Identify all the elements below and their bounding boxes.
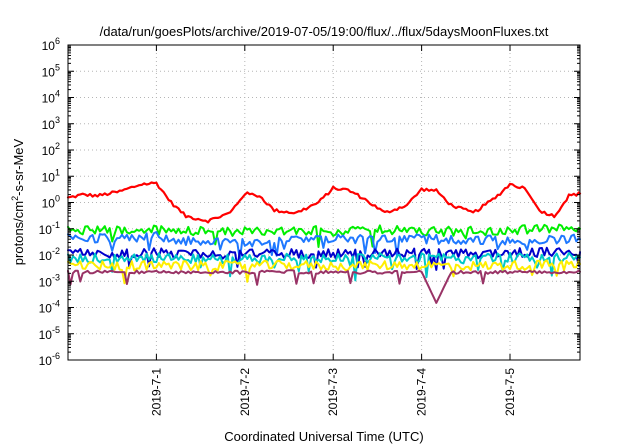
- y-tick-exponent: -5: [52, 325, 60, 335]
- y-tick-base: 10: [39, 275, 53, 289]
- x-tick-label: 2019-7-1: [149, 368, 163, 416]
- y-axis-label-rest: -s-sr-MeV: [11, 138, 26, 195]
- y-tick-base: 10: [42, 65, 56, 79]
- y-tick-label: 105: [42, 62, 60, 79]
- y-tick-label: 10-1: [39, 220, 60, 237]
- x-tick-label: 2019-7-5: [503, 368, 517, 416]
- axis-ticks: [68, 44, 580, 361]
- series-line-2: [67, 223, 581, 248]
- y-tick-exponent: 1: [55, 167, 60, 177]
- x-axis-label: Coordinated Universal Time (UTC): [224, 429, 423, 444]
- y-tick-exponent: -2: [52, 246, 60, 256]
- y-tick-exponent: 6: [55, 36, 60, 46]
- y-tick-label: 10-4: [39, 299, 60, 316]
- y-tick-base: 10: [39, 354, 53, 368]
- y-tick-labels: 10-610-510-410-310-210-11001011021031041…: [39, 36, 60, 368]
- y-tick-exponent: -3: [52, 272, 60, 282]
- y-tick-base: 10: [42, 197, 56, 211]
- y-tick-exponent: 0: [55, 194, 60, 204]
- y-tick-label: 106: [42, 36, 60, 53]
- y-tick-label: 104: [42, 89, 60, 106]
- y-tick-label: 10-3: [39, 272, 60, 289]
- y-tick-base: 10: [42, 170, 56, 184]
- y-tick-exponent: 2: [55, 141, 60, 151]
- y-tick-exponent: 4: [55, 89, 60, 99]
- series-line-1: [66, 181, 582, 224]
- y-tick-base: 10: [42, 144, 56, 158]
- x-tick-label: 2019-7-2: [238, 368, 252, 416]
- series-line-3: [67, 231, 581, 261]
- y-tick-base: 10: [39, 223, 53, 237]
- x-tick-labels: 2019-7-1 2019-7-2 2019-7-3 2019-7-4 2019-7-5: [149, 368, 517, 416]
- y-tick-label: 101: [42, 167, 60, 184]
- grid: [68, 45, 580, 360]
- y-tick-exponent: -6: [52, 351, 60, 361]
- y-tick-base: 10: [39, 249, 53, 263]
- series-line-4: [67, 246, 581, 271]
- y-tick-exponent: -1: [52, 220, 60, 230]
- y-tick-label: 10-2: [39, 246, 60, 263]
- y-tick-exponent: 3: [55, 115, 60, 125]
- y-tick-base: 10: [42, 92, 56, 106]
- y-tick-base: 10: [39, 328, 53, 342]
- series-line-7: [67, 269, 581, 304]
- y-tick-base: 10: [42, 118, 56, 132]
- y-tick-exponent: 5: [55, 62, 60, 72]
- y-axis-label-sup: 2: [10, 196, 20, 201]
- series-lines: [66, 181, 582, 304]
- y-tick-label: 102: [42, 141, 60, 158]
- chart-title: /data/run/goesPlots/archive/2019-07-05/1…: [100, 24, 549, 39]
- y-tick-label: 103: [42, 115, 60, 132]
- x-tick-label: 2019-7-4: [415, 368, 429, 416]
- y-tick-label: 100: [42, 194, 60, 211]
- x-tick-label: 2019-7-3: [326, 368, 340, 416]
- y-tick-label: 10-6: [39, 351, 60, 368]
- y-axis-label-base: protons/cm: [11, 201, 26, 265]
- y-tick-exponent: -4: [52, 299, 60, 309]
- y-tick-base: 10: [39, 302, 53, 316]
- y-tick-label: 10-5: [39, 325, 60, 342]
- y-axis-label: protons/cm2-s-sr-MeV: [10, 138, 26, 265]
- y-tick-base: 10: [42, 39, 56, 53]
- series-line-6: [67, 259, 581, 285]
- series-line-5: [67, 251, 581, 282]
